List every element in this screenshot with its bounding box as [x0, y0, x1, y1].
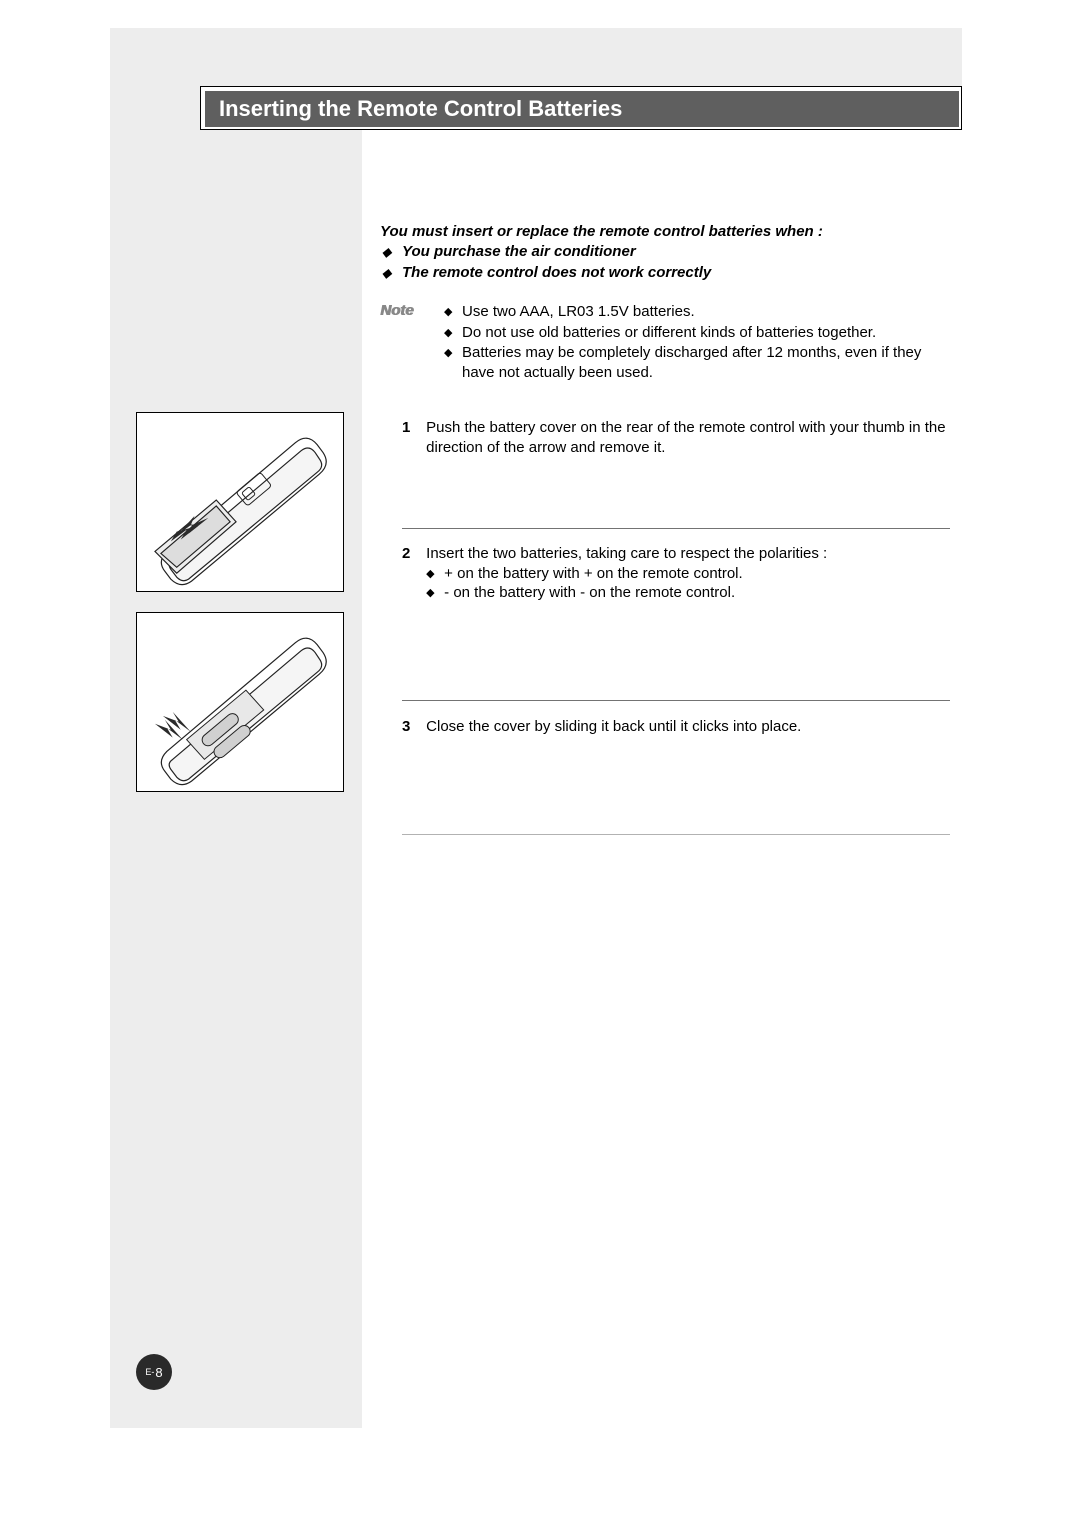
intro-bullet: You purchase the air conditioner: [380, 242, 940, 262]
step-sub-bullet: + on the battery with + on the remote co…: [426, 564, 946, 584]
remote-batteries-icon: [137, 613, 343, 791]
illustration-insert-batteries: [136, 612, 344, 792]
remote-cover-icon: [137, 413, 343, 591]
step-number: 3: [402, 717, 422, 737]
note-label: Note: [380, 302, 413, 319]
step-1: 1 Push the battery cover on the rear of …: [402, 418, 950, 457]
step-text: Close the cover by sliding it back until…: [426, 717, 946, 737]
step-text: Insert the two batteries, taking care to…: [426, 545, 827, 562]
note-bullet: Batteries may be completely discharged a…: [444, 343, 954, 382]
divider: [402, 528, 950, 529]
note-bullet: Do not use old batteries or different ki…: [444, 323, 954, 343]
divider: [402, 700, 950, 701]
step-3: 3 Close the cover by sliding it back unt…: [402, 717, 950, 737]
page-number-value: 8: [155, 1365, 162, 1380]
note-list: Use two AAA, LR03 1.5V batteries. Do not…: [444, 302, 954, 383]
step-body: Insert the two batteries, taking care to…: [426, 544, 946, 603]
page-title: Inserting the Remote Control Batteries: [205, 91, 959, 127]
intro-bullet: The remote control does not work correct…: [380, 263, 940, 283]
title-bar: Inserting the Remote Control Batteries: [200, 86, 962, 130]
step-number: 1: [402, 418, 422, 438]
divider: [402, 834, 950, 835]
illustration-remove-cover: [136, 412, 344, 592]
page-number-prefix: E-: [145, 1367, 154, 1377]
step-number: 2: [402, 544, 422, 564]
page-number-badge: E-8: [136, 1354, 172, 1390]
intro-block: You must insert or replace the remote co…: [380, 222, 940, 283]
intro-lead: You must insert or replace the remote co…: [380, 222, 940, 242]
note-bullet: Use two AAA, LR03 1.5V batteries.: [444, 302, 954, 322]
step-text: Push the battery cover on the rear of th…: [426, 418, 946, 457]
step-2: 2 Insert the two batteries, taking care …: [402, 544, 950, 603]
step-sub-bullet: - on the battery with - on the remote co…: [426, 583, 946, 603]
